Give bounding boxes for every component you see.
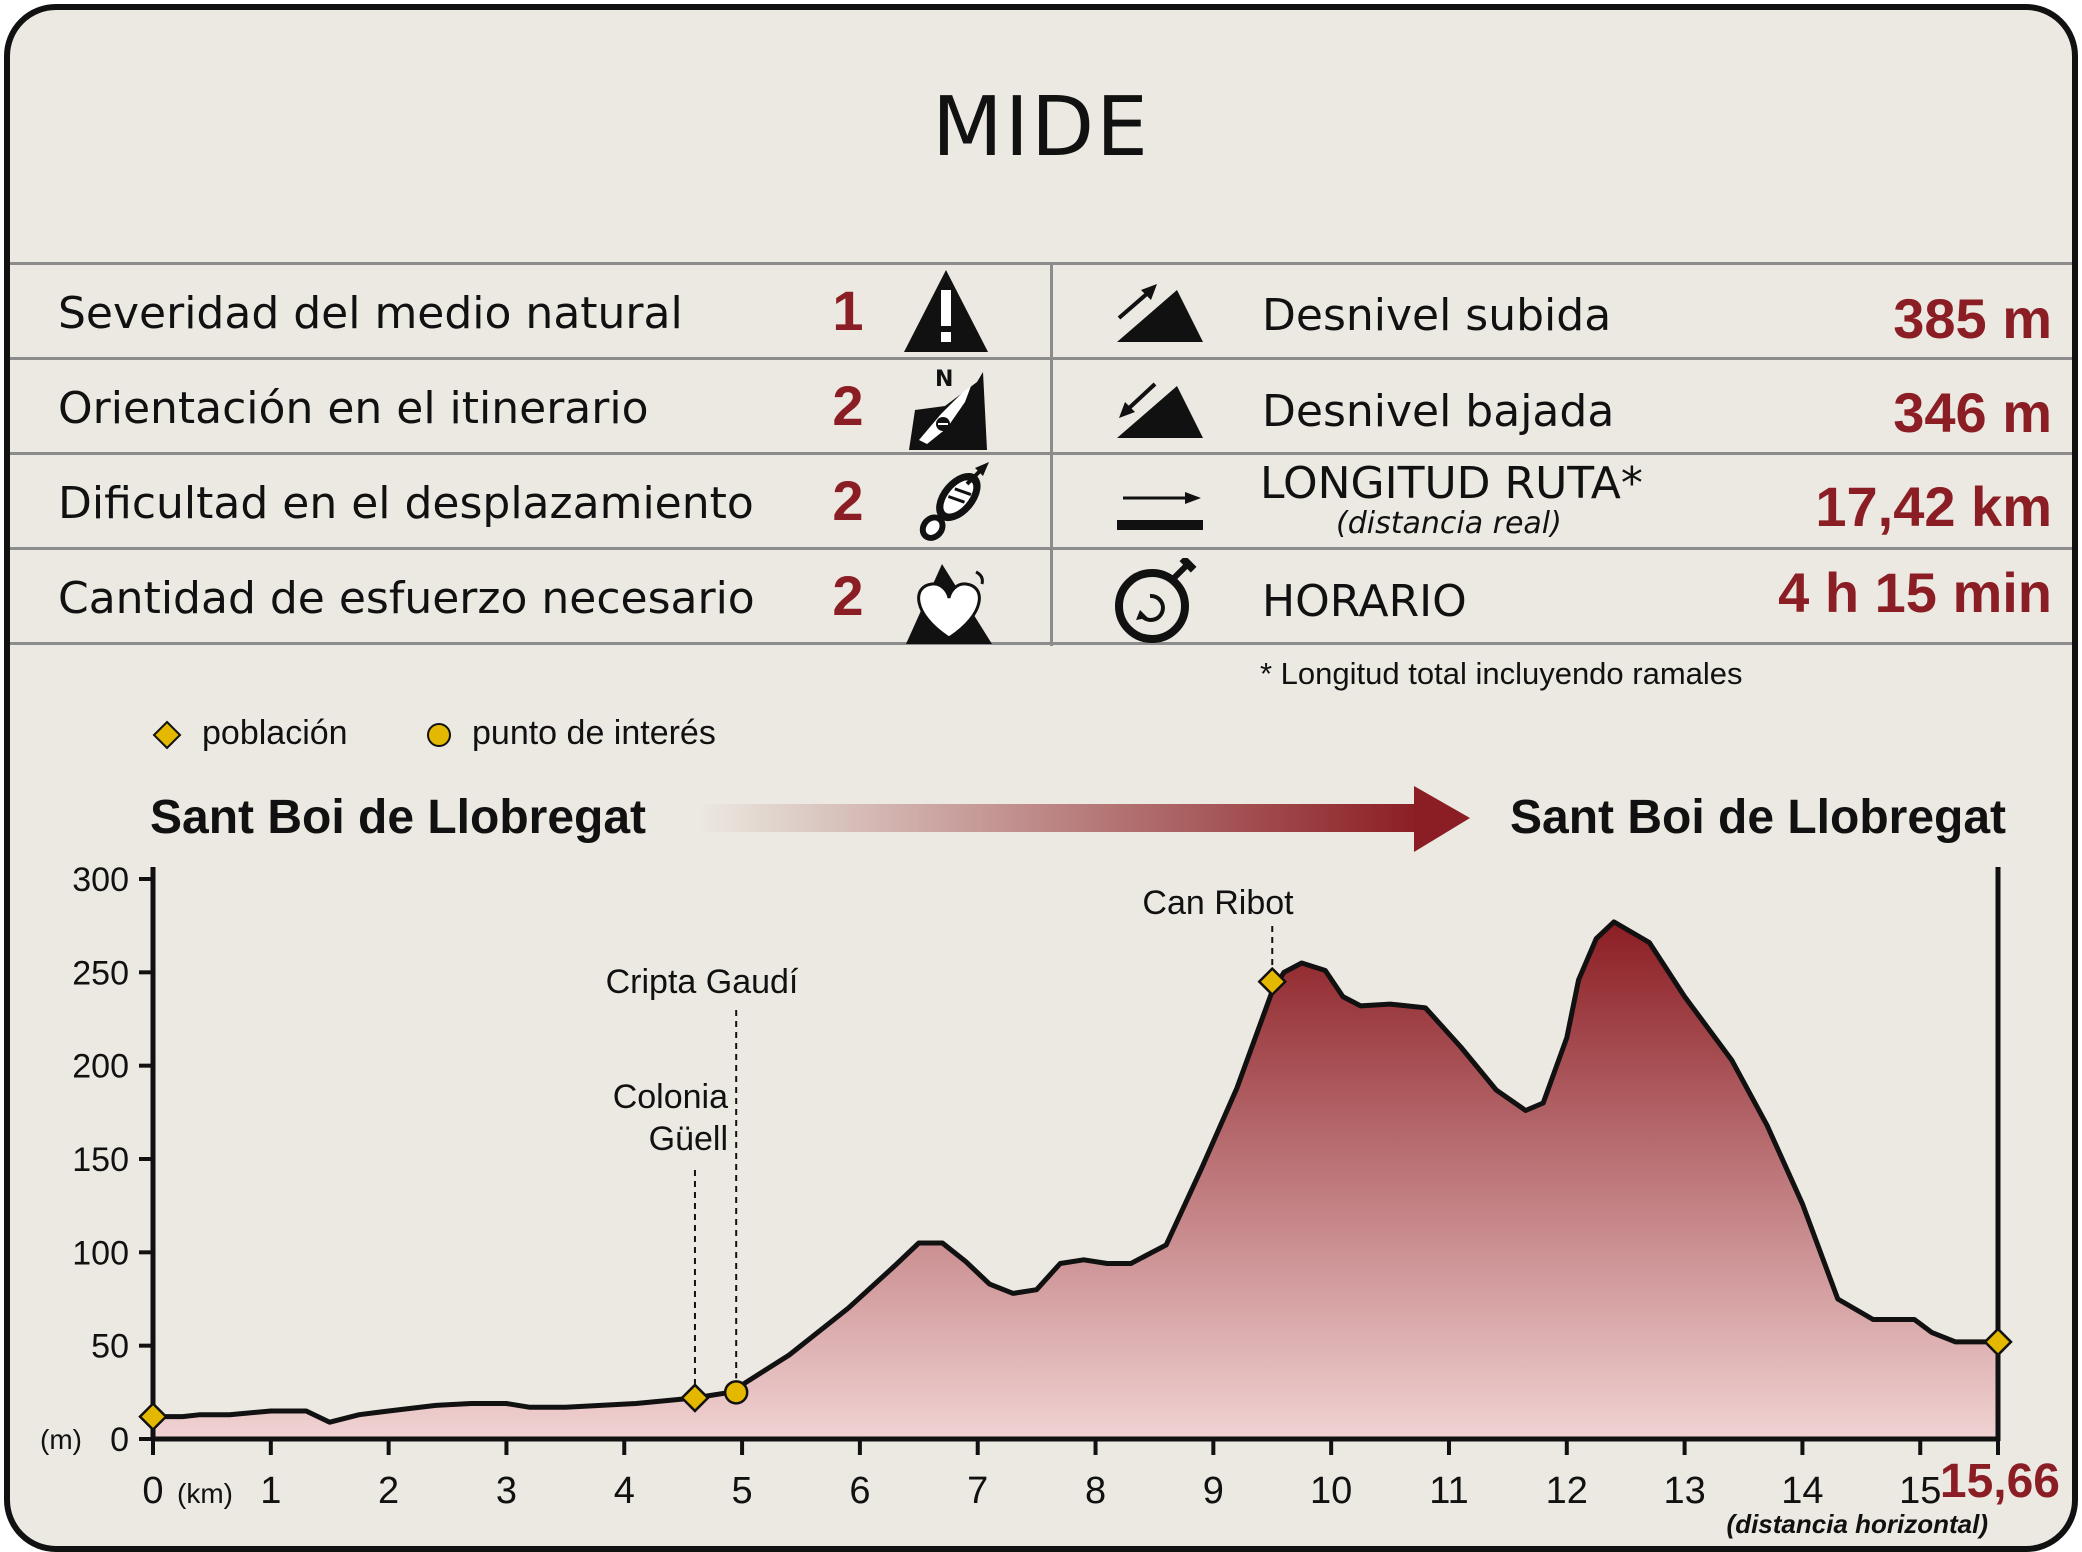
direction-arrow (698, 786, 1470, 852)
mide-score-severity: 1 (832, 279, 864, 342)
x-tick-label: 9 (1203, 1470, 1224, 1512)
legend-circle-icon (427, 723, 451, 747)
descent-slope-icon (1117, 382, 1203, 438)
mide-score-difficulty: 2 (832, 469, 864, 532)
y-axis-label: (m) (40, 1424, 82, 1455)
x-tick-label: 12 (1546, 1470, 1588, 1512)
elevation-line (153, 919, 1998, 1425)
point-label: Güell (649, 1120, 728, 1158)
length-arrow-icon (1117, 492, 1203, 530)
stat-sublabel-length: (distancia real) (1336, 506, 1562, 541)
heart-mountain-icon (906, 564, 992, 644)
y-tick-label: 0 (110, 1421, 129, 1459)
y-tick-label: 50 (91, 1328, 129, 1366)
legend-diamond-icon (152, 720, 182, 750)
mide-label-effort: Cantidad de esfuerzo necesario (58, 573, 755, 624)
x-tick-label: 15 (1899, 1470, 1941, 1512)
x-tick-label: 4 (614, 1470, 635, 1512)
point-label: Can Ribot (1142, 884, 1294, 922)
table-bottom-rule (10, 642, 2072, 645)
stopwatch-icon (1115, 558, 1197, 643)
legend-label-punto-interes: punto de interés (472, 714, 716, 752)
x-tick-label: 0 (142, 1470, 163, 1512)
town-marker (1257, 966, 1288, 997)
mide-label-severity: Severidad del medio natural (58, 288, 683, 339)
x-tick-label: 11 (1429, 1470, 1468, 1512)
point-label: Colonia (613, 1078, 728, 1116)
stat-value-time: 4 h 15 min (1778, 561, 2052, 624)
stat-value-descent: 346 m (1893, 381, 2052, 444)
y-tick-label: 150 (72, 1141, 129, 1179)
row-divider (10, 452, 2072, 455)
table-top-rule (10, 262, 2072, 265)
row-divider (10, 547, 2072, 550)
footnote: * Longitud total incluyendo ramales (1260, 656, 1743, 691)
svg-text:N: N (935, 367, 953, 392)
stat-value-length: 17,42 km (1815, 475, 2052, 538)
x-tick-label: 10 (1310, 1470, 1352, 1512)
y-tick-label: 200 (72, 1048, 129, 1086)
x-tick-label: 13 (1663, 1470, 1705, 1512)
x-tick-label: 8 (1085, 1470, 1106, 1512)
mide-card: MIDE Severidad del medio natural Orienta… (4, 4, 2078, 1552)
page-title: MIDE (932, 80, 1150, 175)
stat-label-length: LONGITUD RUTA* (1260, 458, 1643, 509)
x-tick-label: 5 (732, 1470, 753, 1512)
stat-label-ascent: Desnivel subida (1262, 290, 1612, 341)
end-distance-note: (distancia horizontal) (1727, 1509, 1988, 1539)
legend-label-poblacion: población (202, 714, 348, 752)
y-tick-label: 300 (72, 861, 129, 899)
table-column-divider (1050, 262, 1053, 646)
town-marker (138, 1401, 168, 1432)
row-divider (10, 357, 2072, 360)
compass-map-icon: N (909, 367, 987, 450)
mide-label-orientation: Orientación en el itinerario (58, 383, 649, 434)
x-tick-label: 7 (967, 1470, 988, 1512)
stat-value-ascent: 385 m (1893, 287, 2052, 350)
stat-label-descent: Desnivel bajada (1262, 386, 1615, 437)
x-tick-label: 2 (378, 1470, 399, 1512)
mide-label-difficulty: Dificultad en el desplazamiento (58, 478, 754, 529)
y-tick-label: 100 (72, 1234, 129, 1272)
mide-score-orientation: 2 (832, 374, 864, 437)
town-marker (680, 1383, 710, 1413)
x-tick-label: 3 (496, 1470, 517, 1512)
ascent-slope-icon (1117, 284, 1203, 342)
boot-sole-icon (919, 462, 989, 541)
interest-point-marker (723, 1380, 749, 1405)
end-town: Sant Boi de Llobregat (1510, 791, 2007, 844)
point-label: Cripta Gaudí (606, 963, 799, 1001)
stat-label-time: HORARIO (1262, 576, 1467, 627)
x-tick-label: 1 (260, 1470, 281, 1512)
x-tick-label: 14 (1781, 1470, 1823, 1512)
end-distance-label: 15,66 (1940, 1455, 2060, 1508)
warning-mountain-icon (904, 270, 988, 352)
x-tick-label: 6 (849, 1470, 870, 1512)
y-tick-label: 250 (72, 954, 129, 992)
x-axis-label: (km) (177, 1478, 233, 1509)
elevation-area (153, 921, 1998, 1439)
start-town: Sant Boi de Llobregat (150, 791, 647, 844)
mide-score-effort: 2 (832, 564, 864, 627)
town-marker (1983, 1327, 2013, 1357)
